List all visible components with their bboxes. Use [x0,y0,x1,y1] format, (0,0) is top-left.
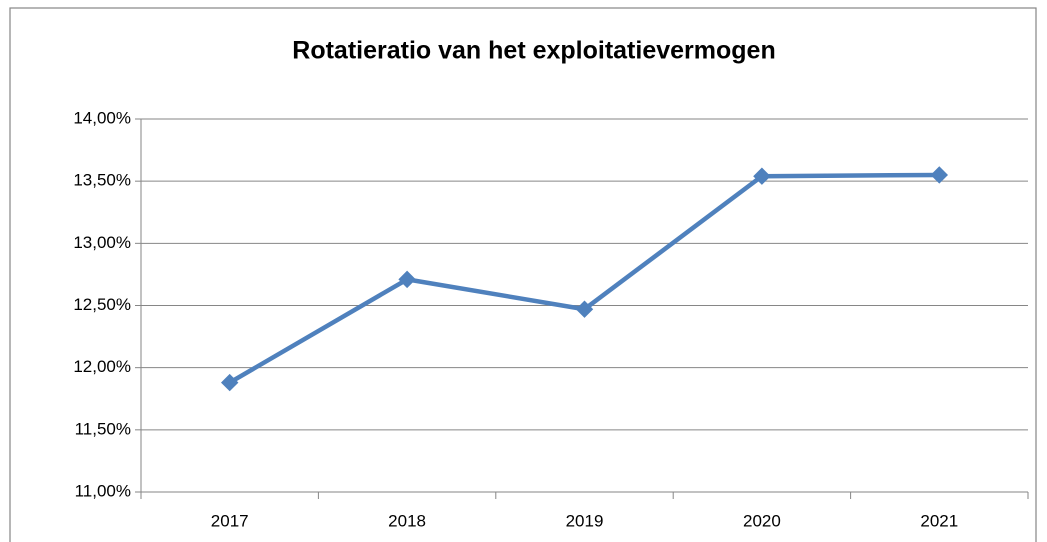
chart-frame [9,7,1037,542]
y-tick-label: 11,50% [75,419,131,438]
y-tick-label: 11,00% [75,481,131,500]
x-tick-label: 2021 [920,511,958,530]
data-point [575,300,594,318]
data-point [930,166,949,184]
data-point [398,270,416,289]
chart-title: Rotatieratio van het exploitatievermogen [292,37,775,65]
y-tick-label: 14,00% [73,108,131,127]
data-point [753,167,771,185]
data-point [220,373,239,392]
x-tick-label: 2020 [743,511,781,530]
y-tick-label: 13,50% [73,171,131,190]
y-tick-label: 12,00% [73,357,131,376]
x-tick-label: 2017 [211,511,249,530]
x-tick-label: 2018 [388,511,426,530]
y-tick-label: 12,50% [73,295,131,314]
x-tick-label: 2019 [566,511,604,530]
y-tick-label: 13,00% [73,233,131,252]
